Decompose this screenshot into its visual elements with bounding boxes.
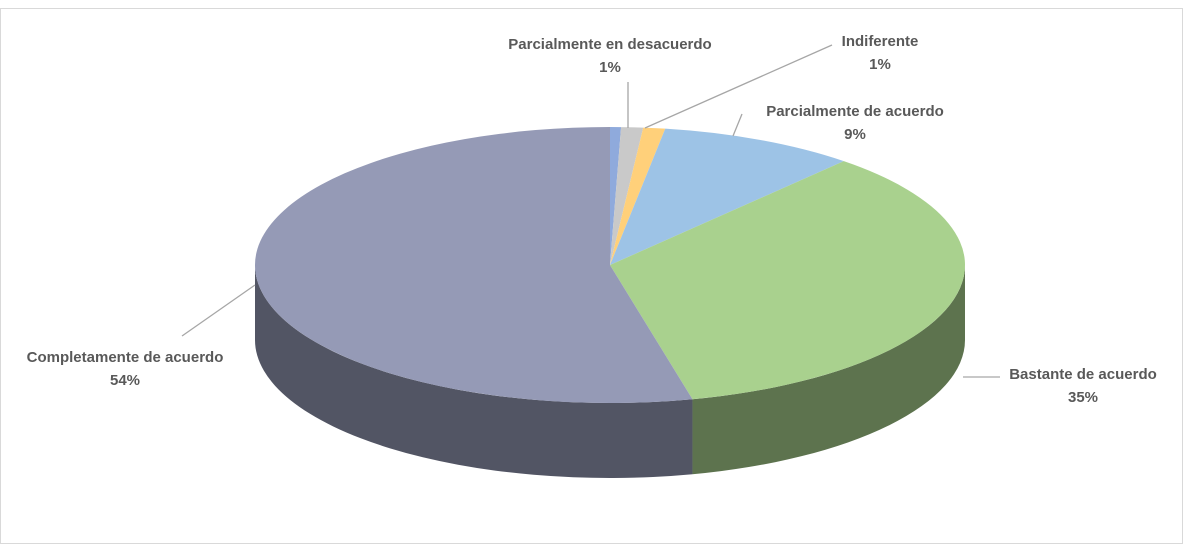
slice [610,127,644,266]
slice-side [255,265,693,479]
data-label-name: Parcialmente en desacuerdo [508,36,711,53]
data-label-value: 9% [844,126,866,143]
data-label-name: Bastante de acuerdo [1009,366,1157,383]
data-label-name: Indiferente [842,33,919,50]
slice-side [692,265,966,475]
data-label-name: Parcialmente de acuerdo [766,103,944,120]
slice [610,128,844,265]
data-label-value: 54% [110,372,140,389]
data-label-value: 1% [599,59,621,76]
data-label-value: 35% [1068,389,1098,406]
slice [610,127,622,265]
data-label-name: Completamente de acuerdo [27,349,224,366]
leader-line [644,44,833,129]
slice [610,161,966,400]
leader-line [181,284,256,337]
slice [610,127,666,265]
data-label-value: 1% [869,56,891,73]
slice [255,127,693,403]
leader-line [732,113,743,137]
